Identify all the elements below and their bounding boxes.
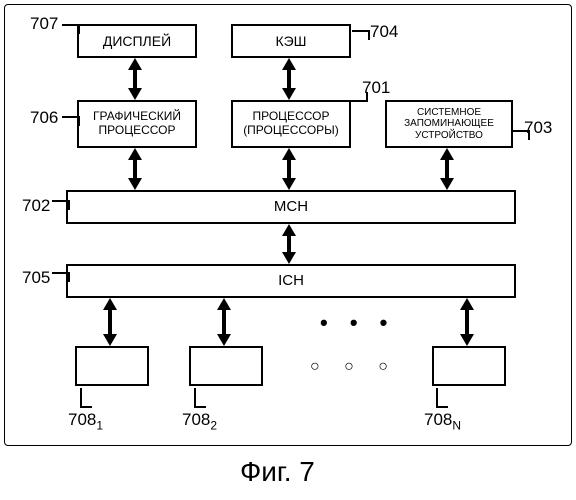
arrow-ich-pn [465,308,469,336]
node-ich: ICH [66,264,516,298]
node-peripheral-2 [189,346,263,386]
tick-707 [62,24,80,34]
ref-7081-main: 708 [68,410,96,429]
node-display: ДИСПЛЕЙ [77,24,197,58]
node-memory-text: СИСТЕМНОЕ ЗАПОМИНАЮЩЕЕ УСТРОЙСТВО [404,107,494,142]
node-display-text: ДИСПЛЕЙ [103,33,171,49]
ref-702: 702 [22,196,50,216]
arrow-ich-p2 [222,308,226,336]
ref-705: 705 [22,268,50,288]
ref-7082: 7082 [182,410,217,432]
tick-701 [350,92,368,102]
tick-7082 [194,388,206,408]
ellipsis-arrows: • • • [320,310,395,336]
node-gpu: ГРАФИЧЕСКИЙ ПРОЦЕССОР [77,100,197,148]
ref-708n-sub: N [452,418,461,432]
arrow-gpu-mch [133,158,137,180]
figure-canvas: ДИСПЛЕЙ КЭШ ГРАФИЧЕСКИЙ ПРОЦЕССОР ПРОЦЕС… [0,0,576,500]
tick-706 [62,116,80,126]
tick-705 [52,272,70,282]
node-gpu-text: ГРАФИЧЕСКИЙ ПРОЦЕССОР [93,110,181,138]
tick-708n [436,388,448,408]
node-cache: КЭШ [231,24,351,58]
tick-7081 [80,388,92,408]
ref-707: 707 [30,14,58,34]
tick-702 [52,200,70,210]
ref-7081-sub: 1 [96,418,103,432]
node-peripheral-n [432,346,506,386]
arrow-cpu-mch [287,158,291,180]
tick-703 [512,130,530,140]
arrow-ich-p1 [108,308,112,336]
figure-caption: Фиг. 7 [240,456,315,488]
ref-7082-sub: 2 [210,418,217,432]
arrow-mem-mch [445,158,449,180]
node-mch-text: MCH [274,198,308,215]
arrow-display-gpu [133,68,137,90]
ref-704: 704 [370,22,398,42]
tick-704 [352,30,370,40]
node-cpu: ПРОЦЕССОР (ПРОЦЕССОРЫ) [231,100,351,148]
node-cpu-text: ПРОЦЕССОР (ПРОЦЕССОРЫ) [243,110,339,138]
node-cache-text: КЭШ [275,33,306,49]
arrow-mch-ich [287,234,291,254]
ellipsis-boxes: ○ ○ ○ [310,358,398,376]
arrow-cache-cpu [287,68,291,90]
node-mch: MCH [66,190,516,224]
ref-7081: 7081 [68,410,103,432]
ref-7082-main: 708 [182,410,210,429]
ref-706: 706 [30,108,58,128]
ref-708n: 708N [424,410,461,432]
node-ich-text: ICH [278,272,304,289]
node-memory: СИСТЕМНОЕ ЗАПОМИНАЮЩЕЕ УСТРОЙСТВО [385,100,513,148]
ref-708n-main: 708 [424,410,452,429]
node-peripheral-1 [75,346,149,386]
